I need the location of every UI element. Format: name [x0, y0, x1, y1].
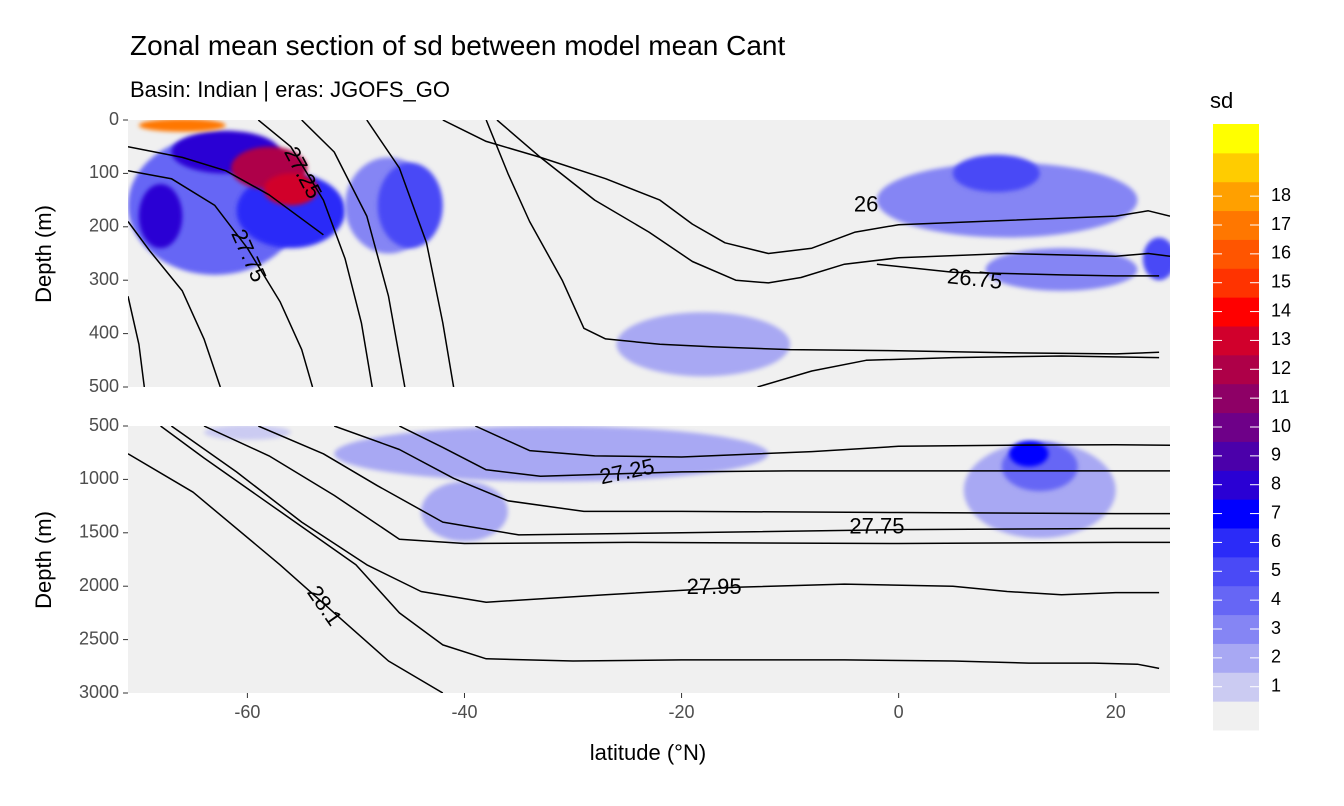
upper-contour-label-4: 26.75 — [946, 263, 1003, 294]
upper-isopycnal-7 — [366, 120, 455, 387]
legend-label-9: 9 — [1271, 445, 1281, 465]
legend-bin-1 — [1213, 701, 1259, 731]
legend-label-1: 1 — [1271, 675, 1281, 695]
upper-isopycnal-9 — [496, 120, 1170, 284]
upper-y-tick-label-6: 500 — [89, 376, 119, 396]
x-axis-ticks: -60 -40 -20 0 20 — [234, 693, 1126, 722]
legend-colorbar — [1213, 124, 1259, 731]
legend-label-14: 14 — [1271, 300, 1291, 320]
x-tick-label-1: -60 — [234, 702, 260, 722]
upper-sd-region-13 — [616, 312, 791, 377]
panel-lower-y-ticks: 500 1000 1500 2000 2500 3000 — [79, 415, 128, 702]
lower-y-tick-label-2: 1000 — [79, 468, 119, 488]
upper-sd-region-10 — [876, 162, 1138, 238]
legend-label-10: 10 — [1271, 416, 1291, 436]
upper-sd-region-8 — [377, 162, 443, 249]
lower-isopycnal-2 — [399, 426, 1170, 477]
lower-isopycnal-1 — [474, 426, 1170, 458]
upper-sd-region-9 — [138, 184, 183, 249]
lower-isopycnal-7 — [128, 453, 444, 693]
legend-label-8: 8 — [1271, 473, 1281, 493]
upper-y-tick-label-4: 300 — [89, 269, 119, 289]
lower-y-tick-label-1: 500 — [89, 415, 119, 435]
upper-isopycnal-3 — [128, 221, 222, 387]
legend-label-5: 5 — [1271, 560, 1281, 580]
lower-contour-label-2: 27.75 — [849, 513, 904, 538]
upper-contour-label-3: 26 — [854, 191, 878, 216]
legend-label-2: 2 — [1271, 647, 1281, 667]
upper-sd-region-11 — [952, 154, 1040, 193]
legend-label-15: 15 — [1271, 271, 1291, 291]
legend-label-7: 7 — [1271, 502, 1281, 522]
upper-isopycnal-12 — [876, 263, 1160, 277]
panel-lower-isopycnals — [128, 426, 1170, 693]
upper-isopycnal-10 — [485, 120, 1160, 355]
legend-label-12: 12 — [1271, 358, 1291, 378]
lower-y-tick-label-3: 1500 — [79, 522, 119, 542]
panel-upper-isopycnals — [128, 120, 1170, 387]
x-tick-label-3: -20 — [669, 702, 695, 722]
legend-label-3: 3 — [1271, 618, 1281, 638]
legend-label-6: 6 — [1271, 531, 1281, 551]
lower-y-tick-label-4: 2000 — [79, 575, 119, 595]
upper-sd-region-12 — [985, 248, 1138, 291]
lower-sd-region-1 — [334, 426, 769, 482]
upper-y-tick-label-2: 100 — [89, 162, 119, 182]
lower-isopycnal-5 — [203, 426, 1170, 545]
x-tick-label-5: 20 — [1106, 702, 1126, 722]
legend-title: sd — [1210, 88, 1233, 113]
lower-contour-label-3: 27.95 — [687, 574, 742, 599]
upper-isopycnal-11 — [757, 355, 1160, 387]
legend-bin-21 — [1213, 124, 1259, 154]
y-axis-label-lower: Depth (m) — [31, 511, 56, 609]
lower-y-tick-label-6: 3000 — [79, 682, 119, 702]
legend-label-4: 4 — [1271, 589, 1281, 609]
upper-sd-region-14 — [1142, 237, 1170, 281]
upper-y-tick-label-5: 400 — [89, 322, 119, 342]
lower-isopycnal-6 — [170, 426, 1160, 603]
upper-isopycnal-5 — [257, 120, 373, 387]
x-tick-label-2: -40 — [451, 702, 477, 722]
x-axis-label: latitude (°N) — [590, 740, 706, 765]
lower-isopycnal-4 — [258, 426, 1170, 536]
legend-label-17: 17 — [1271, 214, 1291, 234]
lower-isopycnal-8 — [160, 426, 1160, 670]
upper-isopycnal-6 — [301, 120, 406, 387]
upper-isopycnal-4 — [128, 296, 146, 387]
upper-sd-region-6 — [138, 120, 226, 132]
upper-sd-region-5 — [263, 173, 318, 206]
upper-isopycnal-1 — [128, 145, 324, 236]
chart-title: Zonal mean section of sd between model m… — [130, 30, 785, 61]
lower-y-tick-label-5: 2500 — [79, 628, 119, 648]
upper-isopycnal-8 — [442, 120, 1170, 255]
lower-sd-region-2 — [421, 481, 508, 542]
legend-label-13: 13 — [1271, 329, 1291, 349]
upper-y-tick-label-1: 0 — [109, 109, 119, 129]
y-axis-label-upper: Depth (m) — [31, 205, 56, 303]
upper-y-tick-label-3: 200 — [89, 216, 119, 236]
legend-label-18: 18 — [1271, 185, 1291, 205]
legend-bin-20 — [1213, 152, 1259, 183]
chart-subtitle: Basin: Indian | eras: JGOFS_GO — [130, 77, 450, 102]
panel-upper-y-ticks: 0 100 200 300 400 500 — [89, 109, 128, 396]
x-tick-label-4: 0 — [894, 702, 904, 722]
legend-label-11: 11 — [1271, 387, 1290, 407]
legend-label-16: 16 — [1271, 243, 1291, 263]
upper-isopycnal-2 — [128, 169, 314, 387]
lower-sd-region-5 — [1009, 440, 1049, 467]
lower-isopycnal-3 — [333, 426, 1170, 515]
